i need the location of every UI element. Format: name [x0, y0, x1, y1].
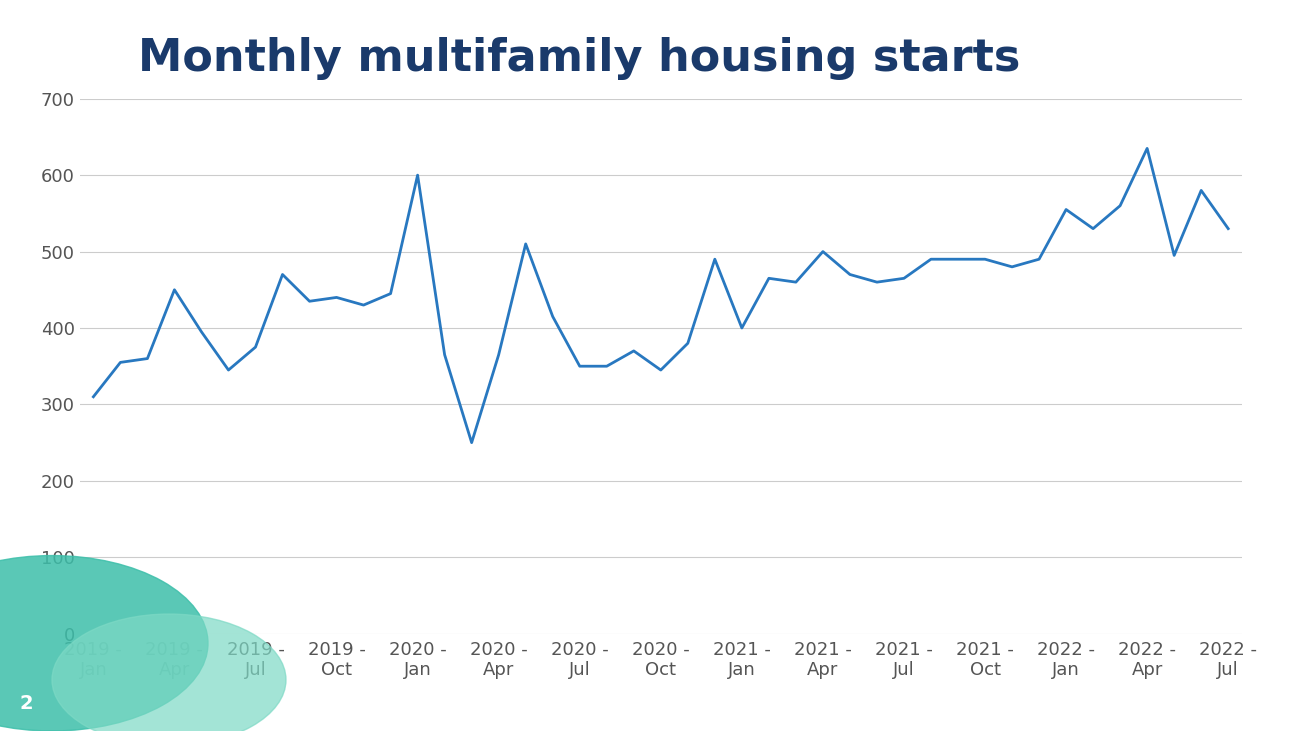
Text: 2: 2	[20, 694, 32, 713]
Text: Monthly multifamily housing starts: Monthly multifamily housing starts	[138, 37, 1020, 80]
Circle shape	[0, 556, 208, 731]
Circle shape	[52, 614, 286, 731]
